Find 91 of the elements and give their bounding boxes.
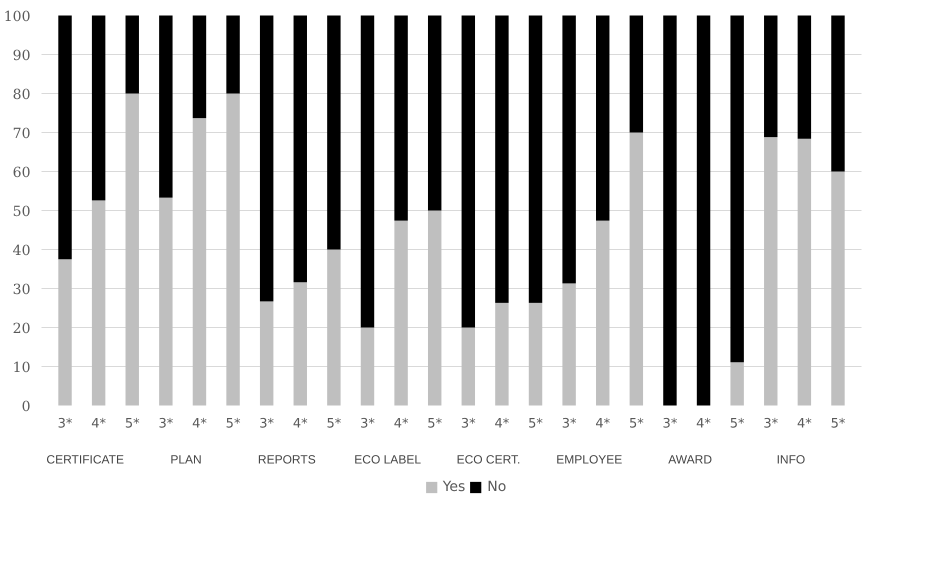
x-tick-label: 3* (562, 416, 578, 432)
bar (528, 302, 542, 406)
x-tick-label: 4* (595, 416, 611, 432)
bar (764, 137, 778, 406)
y-tick-label: 100 (4, 9, 31, 25)
bar (360, 16, 374, 328)
y-tick-label: 90 (12, 48, 31, 64)
x-tick-label: 3* (360, 416, 376, 432)
bar (159, 198, 173, 406)
bar (428, 210, 442, 406)
bar (764, 16, 778, 138)
x-tick-label: 4* (292, 416, 308, 432)
bar (92, 200, 106, 406)
legend-label: No (487, 479, 508, 495)
bar (596, 16, 610, 221)
bar (462, 328, 476, 406)
x-tick-label: 4* (91, 416, 107, 432)
bar (831, 172, 845, 406)
y-tick-label: 80 (12, 87, 31, 103)
bar (495, 16, 509, 303)
text: REPORTS (258, 452, 316, 466)
x-tick-label: 5* (124, 416, 140, 432)
bar (394, 16, 408, 221)
bar (831, 16, 845, 172)
bar (294, 282, 307, 406)
x-tick-label: 4* (796, 416, 812, 432)
bar (327, 16, 341, 250)
bar (462, 16, 476, 328)
bar (562, 16, 576, 284)
text: ECO LABEL (354, 452, 422, 466)
y-tick-label: 30 (12, 282, 31, 298)
bar (394, 220, 408, 406)
bar (360, 328, 374, 406)
x-tick-label: 4* (494, 416, 510, 432)
bar (126, 16, 139, 94)
bar (562, 283, 576, 406)
x-tick-label: 4* (696, 416, 712, 432)
bar (428, 16, 442, 210)
y-tick-label: 40 (12, 243, 31, 259)
legend-label: Yes (442, 479, 466, 495)
bar (226, 94, 240, 406)
bar (58, 259, 72, 406)
x-tick-label: 5* (226, 416, 241, 432)
x-tick-label: 5* (528, 416, 544, 432)
x-tick-label: 5* (830, 416, 846, 432)
bar (630, 132, 644, 406)
x-tick-label: 3* (763, 416, 779, 432)
text: CERTIFICATE (46, 452, 124, 466)
bar (663, 16, 677, 406)
y-tick-label: 70 (12, 126, 31, 142)
text: EMPLOYEE (556, 452, 622, 466)
x-tick-label: 3* (58, 416, 73, 432)
x-tick-label: 5* (326, 416, 342, 432)
x-tick-label: 3* (662, 416, 678, 432)
bar (596, 220, 610, 406)
bar (92, 16, 106, 200)
bar (630, 16, 644, 132)
bar (58, 16, 72, 260)
bar (528, 16, 542, 303)
bar (159, 16, 173, 198)
text: PLAN (170, 452, 202, 466)
bar (226, 16, 240, 94)
y-tick-label: 60 (12, 165, 31, 181)
x-tick-label: 3* (460, 416, 476, 432)
x-tick-label: 5* (730, 416, 746, 432)
y-tick-label: 0 (22, 399, 31, 415)
bar (126, 94, 139, 406)
x-tick-label: 4* (394, 416, 409, 432)
x-tick-label: 4* (192, 416, 208, 432)
y-tick-label: 50 (12, 204, 31, 220)
x-tick-label: 5* (427, 416, 443, 432)
text: AWARD (668, 452, 712, 466)
bar (192, 118, 206, 406)
bar (192, 16, 206, 118)
x-tick-label: 5* (628, 416, 644, 432)
x-tick-label: 3* (259, 416, 275, 432)
bar (495, 302, 509, 406)
y-tick-label: 20 (12, 321, 31, 337)
bar (696, 16, 710, 406)
bar (798, 138, 812, 406)
bar (260, 16, 274, 302)
bar (730, 16, 744, 362)
bar (730, 362, 744, 406)
bar (327, 250, 341, 406)
y-tick-label: 10 (12, 360, 31, 376)
text: ECO CERT. (456, 452, 520, 466)
x-tick-label: 3* (158, 416, 174, 432)
bar (260, 301, 274, 406)
text: INFO (776, 452, 806, 466)
bar (294, 16, 307, 282)
bar (798, 16, 812, 139)
